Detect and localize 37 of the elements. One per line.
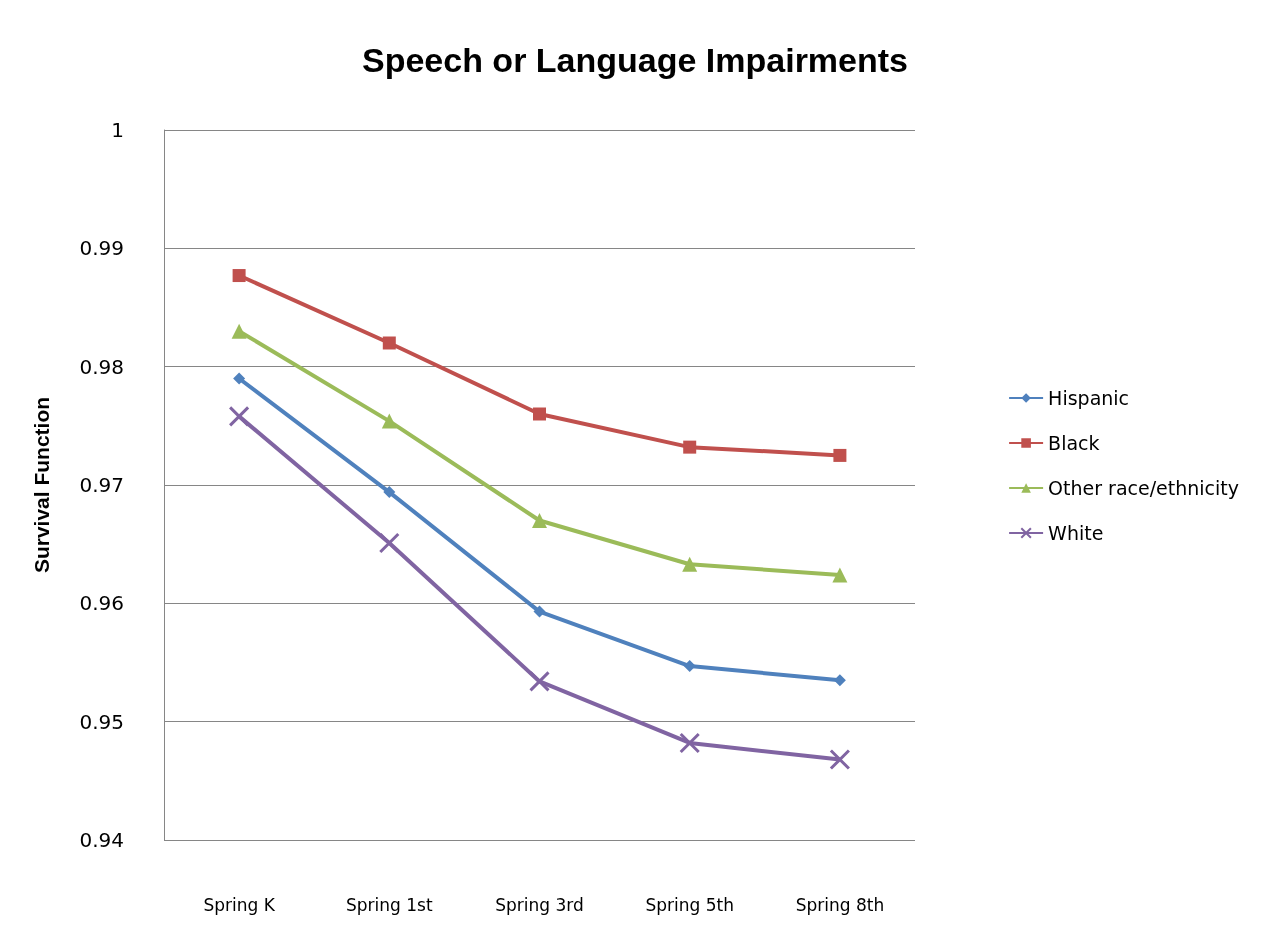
point (381, 413, 397, 429)
y-tick-label: 1 (111, 118, 124, 142)
point (533, 407, 546, 421)
point (533, 605, 546, 618)
point (232, 269, 246, 283)
point (829, 749, 851, 771)
y-tick-label: 0.95 (79, 709, 124, 734)
y-tick-label: 0.99 (79, 236, 124, 261)
point (529, 670, 550, 692)
point (682, 556, 698, 572)
legend-label: Hispanic (1048, 387, 1130, 409)
y-axis-title: Survival Function (30, 396, 53, 574)
point (683, 440, 697, 454)
point (383, 486, 396, 499)
point (683, 660, 696, 673)
x-tick-label: Spring 8th (795, 894, 885, 915)
point (679, 732, 701, 754)
x-tick-label: Spring 3rd (495, 894, 584, 915)
y-tick-label: 0.97 (79, 473, 124, 497)
x-tick-label: Spring 1st (346, 894, 433, 915)
point (378, 532, 400, 554)
point (382, 336, 396, 350)
legend-label: Black (1048, 432, 1100, 454)
y-tick-label: 0.98 (79, 354, 124, 379)
y-tick-label: 0.96 (79, 591, 124, 616)
point (228, 405, 250, 427)
chart-title: Speech or Language Impairments (361, 41, 909, 79)
x-tick-label: Spring K (203, 894, 276, 915)
point (832, 567, 848, 583)
point (231, 323, 247, 339)
point (532, 513, 547, 528)
legend-label: Other race/ethnicity (1048, 477, 1240, 499)
point (833, 448, 847, 462)
point (233, 372, 246, 385)
legend-label: White (1048, 522, 1104, 544)
y-tick-label: 0.94 (79, 828, 124, 852)
x-tick-label: Spring 5th (645, 894, 734, 915)
